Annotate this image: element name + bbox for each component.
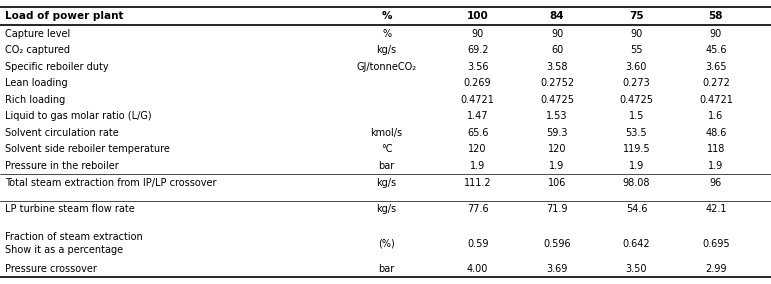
- Text: kg/s: kg/s: [376, 204, 397, 214]
- Text: 0.4725: 0.4725: [540, 95, 574, 105]
- Text: 54.6: 54.6: [626, 204, 647, 214]
- Text: bar: bar: [379, 264, 395, 273]
- Text: 3.60: 3.60: [626, 62, 647, 72]
- Text: 0.642: 0.642: [623, 239, 650, 249]
- Text: 1.5: 1.5: [629, 111, 644, 121]
- Text: Load of power plant: Load of power plant: [5, 11, 123, 21]
- Text: 3.65: 3.65: [705, 62, 726, 72]
- Text: 3.50: 3.50: [626, 264, 647, 273]
- Text: 119.5: 119.5: [623, 145, 650, 154]
- Text: 120: 120: [548, 145, 566, 154]
- Text: 90: 90: [631, 29, 642, 39]
- Text: 1.6: 1.6: [709, 111, 723, 121]
- Text: 3.58: 3.58: [547, 62, 567, 72]
- Text: 53.5: 53.5: [625, 128, 648, 138]
- Text: 0.59: 0.59: [467, 239, 488, 249]
- Text: 0.2752: 0.2752: [540, 78, 574, 88]
- Text: Solvent side reboiler temperature: Solvent side reboiler temperature: [5, 145, 170, 154]
- Text: 0.272: 0.272: [702, 78, 730, 88]
- Text: 45.6: 45.6: [705, 45, 726, 55]
- Text: 48.6: 48.6: [705, 128, 726, 138]
- Text: 90: 90: [472, 29, 483, 39]
- Text: Capture level: Capture level: [5, 29, 70, 39]
- Text: kg/s: kg/s: [376, 178, 397, 187]
- Text: LP turbine steam flow rate: LP turbine steam flow rate: [5, 204, 134, 214]
- Text: 1.53: 1.53: [547, 111, 567, 121]
- Text: Solvent circulation rate: Solvent circulation rate: [5, 128, 119, 138]
- Text: 1.9: 1.9: [550, 161, 564, 171]
- Text: 1.9: 1.9: [709, 161, 723, 171]
- Text: 1.9: 1.9: [629, 161, 644, 171]
- Text: Pressure crossover: Pressure crossover: [5, 264, 96, 273]
- Text: 100: 100: [466, 11, 489, 21]
- Text: 0.273: 0.273: [623, 78, 650, 88]
- Text: 75: 75: [629, 11, 644, 21]
- Text: 42.1: 42.1: [705, 204, 726, 214]
- Text: 3.56: 3.56: [467, 62, 488, 72]
- Text: Pressure in the reboiler: Pressure in the reboiler: [5, 161, 119, 171]
- Text: (%): (%): [379, 239, 395, 249]
- Text: 65.6: 65.6: [467, 128, 488, 138]
- Text: 77.6: 77.6: [466, 204, 489, 214]
- Text: 0.4721: 0.4721: [461, 95, 494, 105]
- Text: 96: 96: [710, 178, 722, 187]
- Text: %: %: [382, 29, 391, 39]
- Text: 4.00: 4.00: [467, 264, 488, 273]
- Text: Total steam extraction from IP/LP crossover: Total steam extraction from IP/LP crosso…: [5, 178, 216, 187]
- Text: 106: 106: [548, 178, 566, 187]
- Text: 69.2: 69.2: [467, 45, 488, 55]
- Text: kg/s: kg/s: [376, 45, 397, 55]
- Text: 59.3: 59.3: [547, 128, 567, 138]
- Text: Specific reboiler duty: Specific reboiler duty: [5, 62, 108, 72]
- Text: 71.9: 71.9: [547, 204, 567, 214]
- Text: 120: 120: [469, 145, 487, 154]
- Text: GJ/tonneCO₂: GJ/tonneCO₂: [357, 62, 416, 72]
- Text: 1.47: 1.47: [467, 111, 488, 121]
- Text: 0.4721: 0.4721: [699, 95, 732, 105]
- Text: 60: 60: [551, 45, 563, 55]
- Text: 55: 55: [630, 45, 643, 55]
- Text: 2.99: 2.99: [705, 264, 726, 273]
- Text: %: %: [382, 11, 392, 21]
- Text: 3.69: 3.69: [547, 264, 567, 273]
- Text: 1.9: 1.9: [470, 161, 485, 171]
- Text: 111.2: 111.2: [464, 178, 491, 187]
- Text: 58: 58: [709, 11, 723, 21]
- Text: Fraction of steam extraction
Show it as a percentage: Fraction of steam extraction Show it as …: [5, 232, 143, 255]
- Text: 98.08: 98.08: [623, 178, 650, 187]
- Text: 0.596: 0.596: [544, 239, 571, 249]
- Text: 0.269: 0.269: [464, 78, 491, 88]
- Text: 0.4725: 0.4725: [619, 95, 654, 105]
- Text: kmol/s: kmol/s: [371, 128, 402, 138]
- Text: Liquid to gas molar ratio (L/G): Liquid to gas molar ratio (L/G): [5, 111, 151, 121]
- Text: 84: 84: [550, 11, 564, 21]
- Text: CO₂ captured: CO₂ captured: [5, 45, 69, 55]
- Text: 0.695: 0.695: [702, 239, 729, 249]
- Text: 90: 90: [551, 29, 563, 39]
- Text: bar: bar: [379, 161, 395, 171]
- Text: °C: °C: [381, 145, 392, 154]
- Text: Rich loading: Rich loading: [5, 95, 65, 105]
- Text: Lean loading: Lean loading: [5, 78, 67, 88]
- Text: 118: 118: [707, 145, 725, 154]
- Text: 90: 90: [710, 29, 722, 39]
